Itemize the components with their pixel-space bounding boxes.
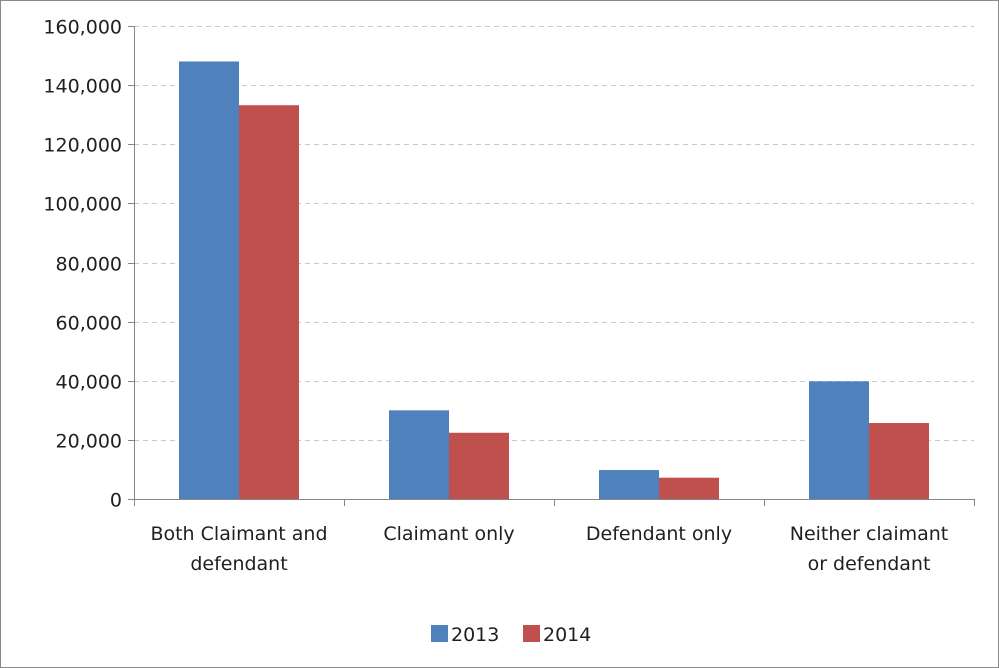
legend-label-2014: 2014: [543, 624, 591, 646]
legend: 2013 2014: [431, 624, 591, 646]
x-category-label: or defendant: [808, 553, 931, 575]
bar-2014-1: [449, 432, 509, 499]
bar-2013-2: [599, 470, 659, 499]
x-category-label: Defendant only: [586, 523, 732, 545]
y-tick-label: 40,000: [56, 372, 122, 394]
y-tick-label: 100,000: [43, 194, 122, 216]
legend-swatch-2014: [523, 625, 540, 642]
y-tick-label: 160,000: [43, 17, 122, 39]
y-tick-label: 60,000: [56, 313, 122, 335]
bar-2013-3: [809, 381, 869, 499]
legend-swatch-2013: [431, 625, 448, 642]
legend-label-2013: 2013: [451, 624, 499, 646]
bar-2014-2: [659, 477, 719, 499]
x-axis-category-labels: Both Claimant and defendant Claimant only D…: [150, 523, 948, 575]
y-axis-tick-labels: 0 20,000 40,000 60,000 80,000 100,000 120,000 1…: [43, 17, 122, 512]
y-tick-label: 140,000: [43, 76, 122, 98]
y-tick-label: 120,000: [43, 135, 122, 157]
y-tick-label: 0: [110, 490, 122, 512]
axes: [128, 26, 975, 506]
bar-2013-0: [179, 61, 239, 499]
x-category-label: Neither claimant: [790, 523, 949, 545]
bar-2013-1: [389, 410, 449, 499]
x-category-label: Claimant only: [383, 523, 514, 545]
bar-2014-0: [239, 105, 299, 499]
bars: [179, 61, 929, 499]
y-tick-label: 80,000: [56, 254, 122, 276]
y-tick-label: 20,000: [56, 431, 122, 453]
x-category-label: Both Claimant and: [150, 523, 327, 545]
x-category-label: defendant: [190, 553, 287, 575]
bar-2014-3: [869, 423, 929, 499]
